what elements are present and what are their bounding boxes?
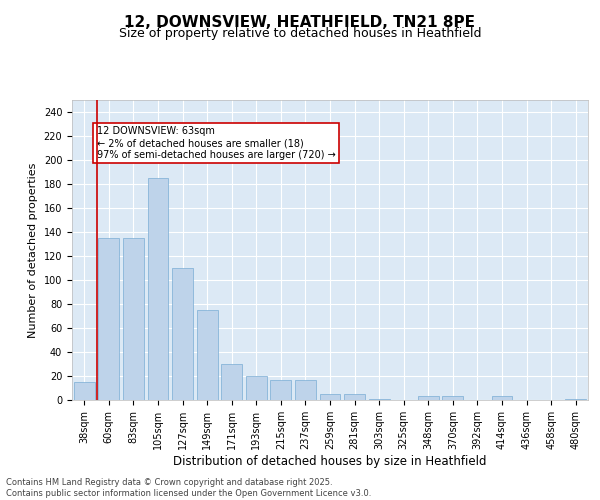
Bar (246, 376, 267, 400)
Bar (368, 399, 389, 400)
Bar (148, 178, 169, 400)
Bar (491, 396, 512, 400)
Bar (344, 394, 365, 400)
Text: 12, DOWNSVIEW, HEATHFIELD, TN21 8PE: 12, DOWNSVIEW, HEATHFIELD, TN21 8PE (125, 15, 476, 30)
Text: Contains HM Land Registry data © Crown copyright and database right 2025.
Contai: Contains HM Land Registry data © Crown c… (6, 478, 371, 498)
Bar (98, 238, 119, 400)
Bar (295, 380, 316, 400)
Text: Size of property relative to detached houses in Heathfield: Size of property relative to detached ho… (119, 28, 481, 40)
Bar (565, 399, 586, 400)
Bar (197, 310, 218, 400)
Bar (271, 380, 292, 400)
Bar (320, 394, 340, 400)
Bar (221, 364, 242, 400)
Bar (172, 268, 193, 400)
Text: 12 DOWNSVIEW: 63sqm
← 2% of detached houses are smaller (18)
97% of semi-detache: 12 DOWNSVIEW: 63sqm ← 2% of detached hou… (97, 126, 335, 160)
Y-axis label: Number of detached properties: Number of detached properties (28, 162, 38, 338)
Bar (418, 396, 439, 400)
X-axis label: Distribution of detached houses by size in Heathfield: Distribution of detached houses by size … (173, 454, 487, 468)
Bar (74, 382, 95, 400)
Bar (442, 396, 463, 400)
Bar (123, 238, 144, 400)
